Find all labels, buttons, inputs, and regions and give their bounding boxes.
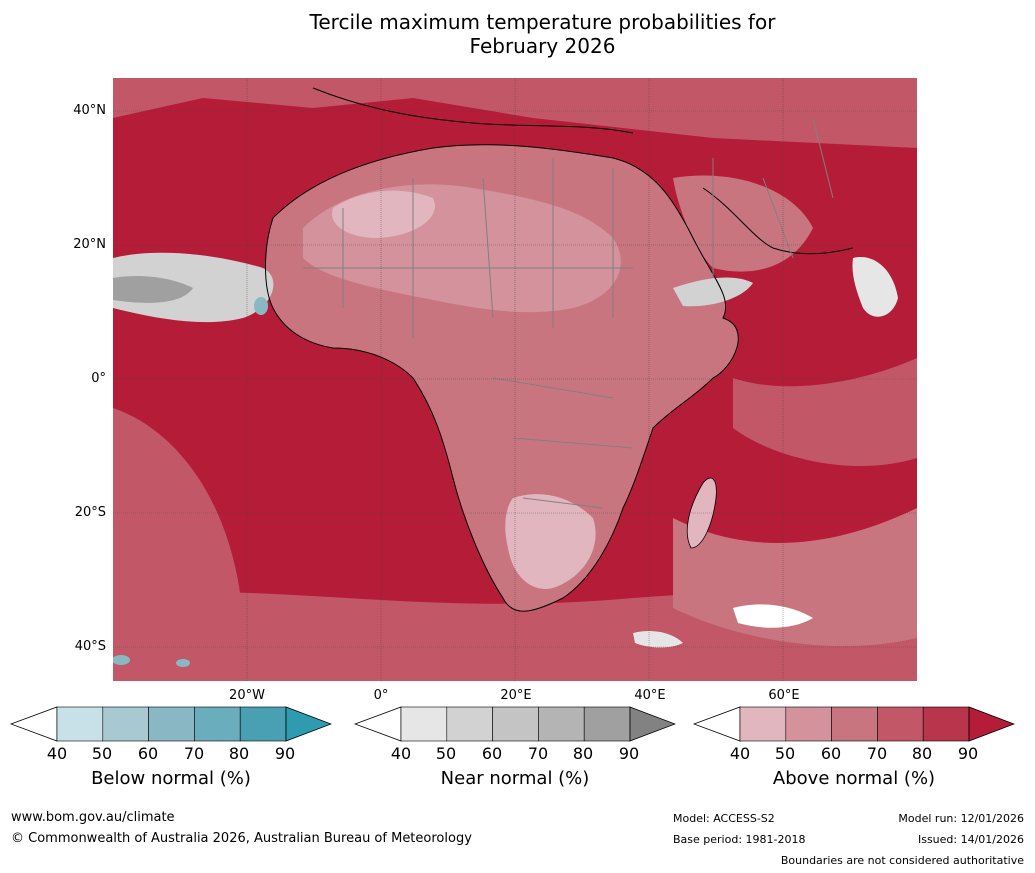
lat-label-0: 0° [91,371,106,386]
tick-label: 90 [957,744,979,763]
lon-label-40e: 40°E [634,688,666,703]
colorbar-segment [239,706,287,742]
colorbar-segment [538,706,585,742]
lat-label-20s: 20°S [74,505,106,520]
near-normal-title: Near normal (%) [440,768,590,789]
arabia-coastline [702,187,854,255]
lon-label-60e: 60°E [768,688,800,703]
atlantic-near-normal-strong [113,276,193,303]
tick-label: 60 [820,744,842,763]
title-line-1: Tercile maximum temperature probabilitie… [309,10,776,34]
mediterranean-coastline [312,87,634,134]
colorbar-segment [922,706,970,742]
atlantic-below-normal [254,297,268,315]
colorbar-extend-low [354,706,402,742]
probability-map[interactable] [113,78,917,681]
south-ocean-grey [633,631,683,648]
disclaimer: Boundaries are not considered authoritat… [780,854,1024,867]
colorbar-segment [446,706,493,742]
colorbar-segment [102,706,149,742]
base-period: Base period: 1981-2018 [673,833,806,846]
issued-date: Issued: 14/01/2026 [917,833,1024,846]
tick-label: 40 [46,744,68,763]
bay-near-normal [852,257,898,317]
tick-label: 50 [435,744,457,763]
model-run: Model run: 12/01/2026 [898,812,1024,825]
below-normal-title: Below normal (%) [91,768,251,789]
band-indian [733,358,917,467]
tick-label: 90 [274,744,296,763]
tick-label: 40 [729,744,751,763]
south-atlantic-below-normal-2 [176,659,190,667]
lon-label-20w: 20°W [229,688,265,703]
model-name: Model: ACCESS-S2 [673,812,775,825]
lat-label-40s: 40°S [74,639,106,654]
tick-label: 90 [618,744,640,763]
country-borders [303,117,834,509]
band-se-indian [673,508,917,647]
copyright: © Commonwealth of Australia 2026, Austra… [11,831,472,846]
tick-label: 80 [572,744,594,763]
tick-label: 80 [228,744,250,763]
above-normal-title: Above normal (%) [772,768,936,789]
colorbar-segment [148,706,195,742]
map-svg [113,78,917,681]
south-indian-white [733,604,813,628]
map-title: Tercile maximum temperature probabilitie… [0,10,1035,58]
tick-label: 50 [91,744,113,763]
colorbar-segment [785,706,832,742]
lat-label-20n: 20°N [73,237,106,252]
colorbar-segment [194,706,241,742]
atlantic-near-normal [113,252,274,323]
colorbar-extend-high [629,706,676,742]
tick-label: 60 [137,744,159,763]
lon-label-20e: 20°E [500,688,532,703]
colorbar-segment [739,706,787,742]
horn-near-normal [673,277,753,307]
lon-label-0: 0° [373,688,389,703]
colorbar-extend-low [693,706,741,742]
tick-label: 60 [481,744,503,763]
africa-coastline [265,144,739,612]
tick-label: 70 [183,744,205,763]
colorbar-segment [583,706,631,742]
title-line-2: February 2026 [469,34,616,58]
band-sw-atlantic [113,408,243,638]
colorbar-segment [400,706,448,742]
above-normal-colorbar [693,706,1015,742]
colorbar-segment [56,706,104,742]
lat-label-40n: 40°N [73,103,106,118]
below-normal-colorbar [10,706,332,742]
tick-label: 80 [911,744,933,763]
sahara-light-patch [332,190,435,238]
colorbar-segment [831,706,878,742]
colorbar-extend-high [968,706,1015,742]
colorbar-segment [492,706,539,742]
site-url[interactable]: www.bom.gov.au/climate [11,810,175,825]
south-atlantic-below-normal [113,655,130,665]
southern-africa-region [505,494,596,589]
tick-label: 70 [866,744,888,763]
near-normal-colorbar [354,706,676,742]
tick-label: 50 [774,744,796,763]
colorbar-extend-low [10,706,58,742]
colorbar-extend-high [285,706,332,742]
colorbar-segment [877,706,924,742]
tick-label: 40 [390,744,412,763]
tick-label: 70 [527,744,549,763]
graticule [113,78,917,681]
